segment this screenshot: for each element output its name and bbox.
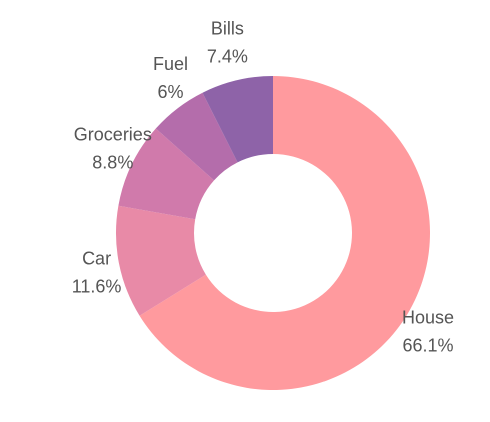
slice-label-bills: Bills	[211, 18, 244, 38]
slice-percent-bills: 7.4%	[207, 46, 248, 66]
slice-percent-house: 66.1%	[402, 335, 453, 355]
slice-percent-fuel: 6%	[158, 82, 184, 102]
slice-house	[139, 76, 430, 390]
slice-percent-car: 11.6%	[72, 276, 122, 296]
slice-bills	[202, 76, 273, 163]
slice-fuel	[155, 92, 238, 181]
slice-label-house: House	[402, 307, 454, 327]
slice-car	[115, 205, 206, 316]
slice-groceries	[118, 128, 215, 220]
slice-label-groceries: Groceries	[74, 125, 152, 145]
slice-label-car: Car	[82, 248, 111, 268]
labels-group: House 66.1% Car 11.6% Groceries 8.8% Fuel 6% Bil…	[72, 18, 454, 355]
slices-group	[115, 76, 430, 390]
slice-percent-groceries: 8.8%	[92, 153, 133, 173]
slice-label-fuel: Fuel	[153, 54, 188, 74]
